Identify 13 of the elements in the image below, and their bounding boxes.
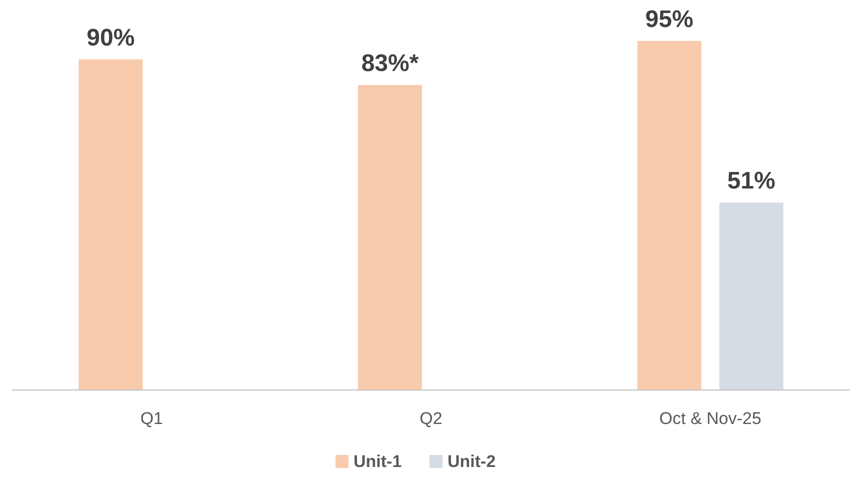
bar <box>719 202 784 390</box>
data-label: 83%* <box>361 50 420 78</box>
legend-label: Unit-2 <box>448 452 496 471</box>
legend-label: Unit-1 <box>354 452 402 471</box>
x-tick-label: Oct & Nov-25 <box>659 409 762 428</box>
bar <box>358 85 422 390</box>
x-tick-label: Q2 <box>420 409 442 428</box>
bar <box>78 59 143 390</box>
data-label: 51% <box>727 168 776 195</box>
data-label: 90% <box>86 24 135 52</box>
data-label: 95% <box>645 6 694 33</box>
bar <box>637 40 702 390</box>
x-tick-label: Q1 <box>140 409 164 428</box>
